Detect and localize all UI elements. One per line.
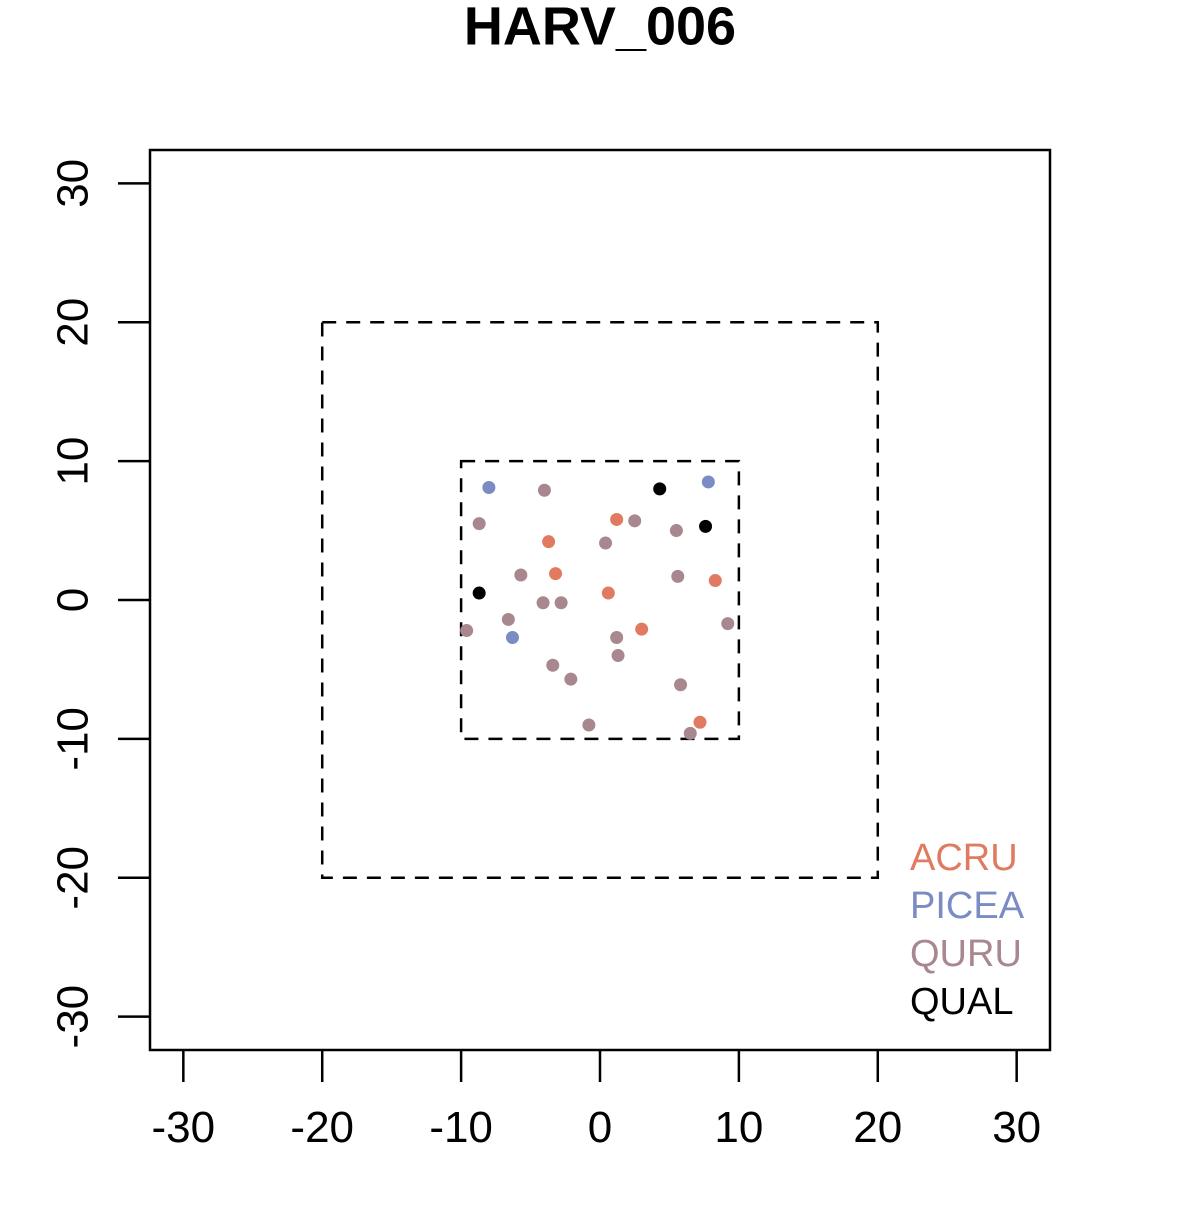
point (610, 512, 624, 526)
point (611, 649, 625, 663)
point (653, 482, 667, 496)
point (628, 514, 642, 528)
point (506, 631, 519, 644)
point (669, 524, 683, 538)
point (721, 617, 735, 631)
legend-label: QURU (910, 933, 1022, 975)
y-tick-label: -20 (49, 846, 98, 910)
y-tick-label: 10 (49, 437, 98, 486)
y-tick-label: 30 (49, 159, 98, 208)
point (564, 672, 578, 686)
point (542, 535, 556, 549)
point (671, 569, 685, 583)
point (701, 475, 715, 489)
x-tick-label: 20 (853, 1103, 902, 1152)
point (460, 624, 474, 638)
legend-label: ACRU (910, 837, 1018, 879)
point (546, 658, 560, 672)
point (635, 622, 649, 636)
x-tick-label: 0 (588, 1103, 612, 1152)
point (514, 568, 528, 582)
point (472, 586, 486, 600)
legend-label: PICEA (910, 885, 1025, 927)
point (536, 596, 550, 610)
legend-label: QUAL (910, 981, 1013, 1023)
dashed-box (320, 320, 880, 880)
y-tick-label: -30 (49, 985, 98, 1049)
x-tick-label: 30 (992, 1103, 1041, 1152)
point (693, 715, 707, 729)
point (610, 631, 624, 644)
point (599, 536, 613, 550)
point (674, 678, 688, 692)
point (554, 596, 568, 610)
dashed-box (459, 459, 741, 741)
point (501, 612, 515, 626)
chart-title: HARV_006 (464, 0, 736, 56)
point (601, 586, 615, 600)
y-tick-label: 0 (49, 588, 98, 612)
x-tick-label: 10 (714, 1103, 763, 1152)
x-tick-label: -10 (429, 1103, 493, 1152)
x-tick-label: -30 (152, 1103, 216, 1152)
point (482, 481, 496, 494)
point (549, 567, 563, 581)
point (537, 483, 551, 497)
point (708, 574, 722, 588)
point (582, 718, 596, 732)
y-tick-label: 20 (49, 298, 98, 347)
point (699, 519, 713, 533)
x-tick-label: -20 (290, 1103, 354, 1152)
y-tick-label: -10 (49, 707, 98, 771)
point (683, 726, 697, 740)
point (472, 517, 486, 531)
